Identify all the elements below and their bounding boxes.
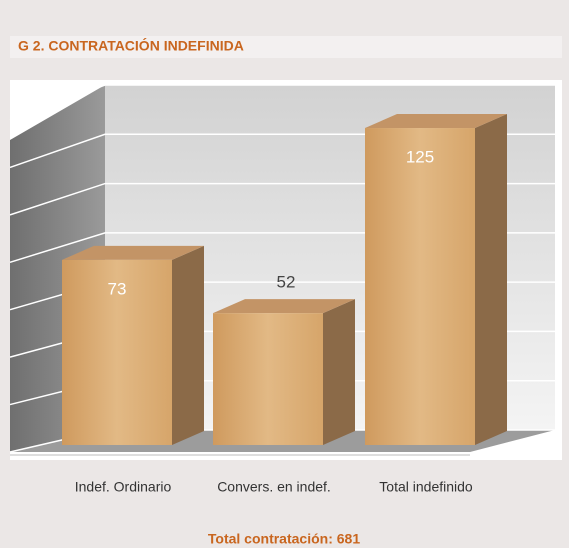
x-tick-label: Total indefinido	[379, 479, 473, 495]
bar	[365, 128, 475, 446]
chart-title: G 2. CONTRATACIÓN INDEFINIDA	[18, 37, 244, 54]
bar-top	[213, 299, 355, 314]
bar-side	[475, 114, 507, 446]
bar	[213, 313, 323, 445]
value-label: 125	[406, 148, 434, 167]
x-tick-label: Convers. en indef.	[217, 479, 331, 495]
bar-side	[172, 245, 204, 445]
bars: 73 52 125	[62, 114, 507, 446]
bar-top	[62, 245, 204, 260]
value-label: 73	[108, 279, 127, 298]
bar	[62, 259, 172, 445]
grid-line	[9, 84, 555, 121]
value-label: 52	[277, 273, 296, 292]
bar-top	[365, 114, 507, 129]
x-tick-label: Indef. Ordinario	[75, 479, 172, 495]
title-band	[10, 36, 562, 58]
footer: Total contratación: 681	[208, 531, 360, 547]
bar-side	[323, 299, 355, 445]
